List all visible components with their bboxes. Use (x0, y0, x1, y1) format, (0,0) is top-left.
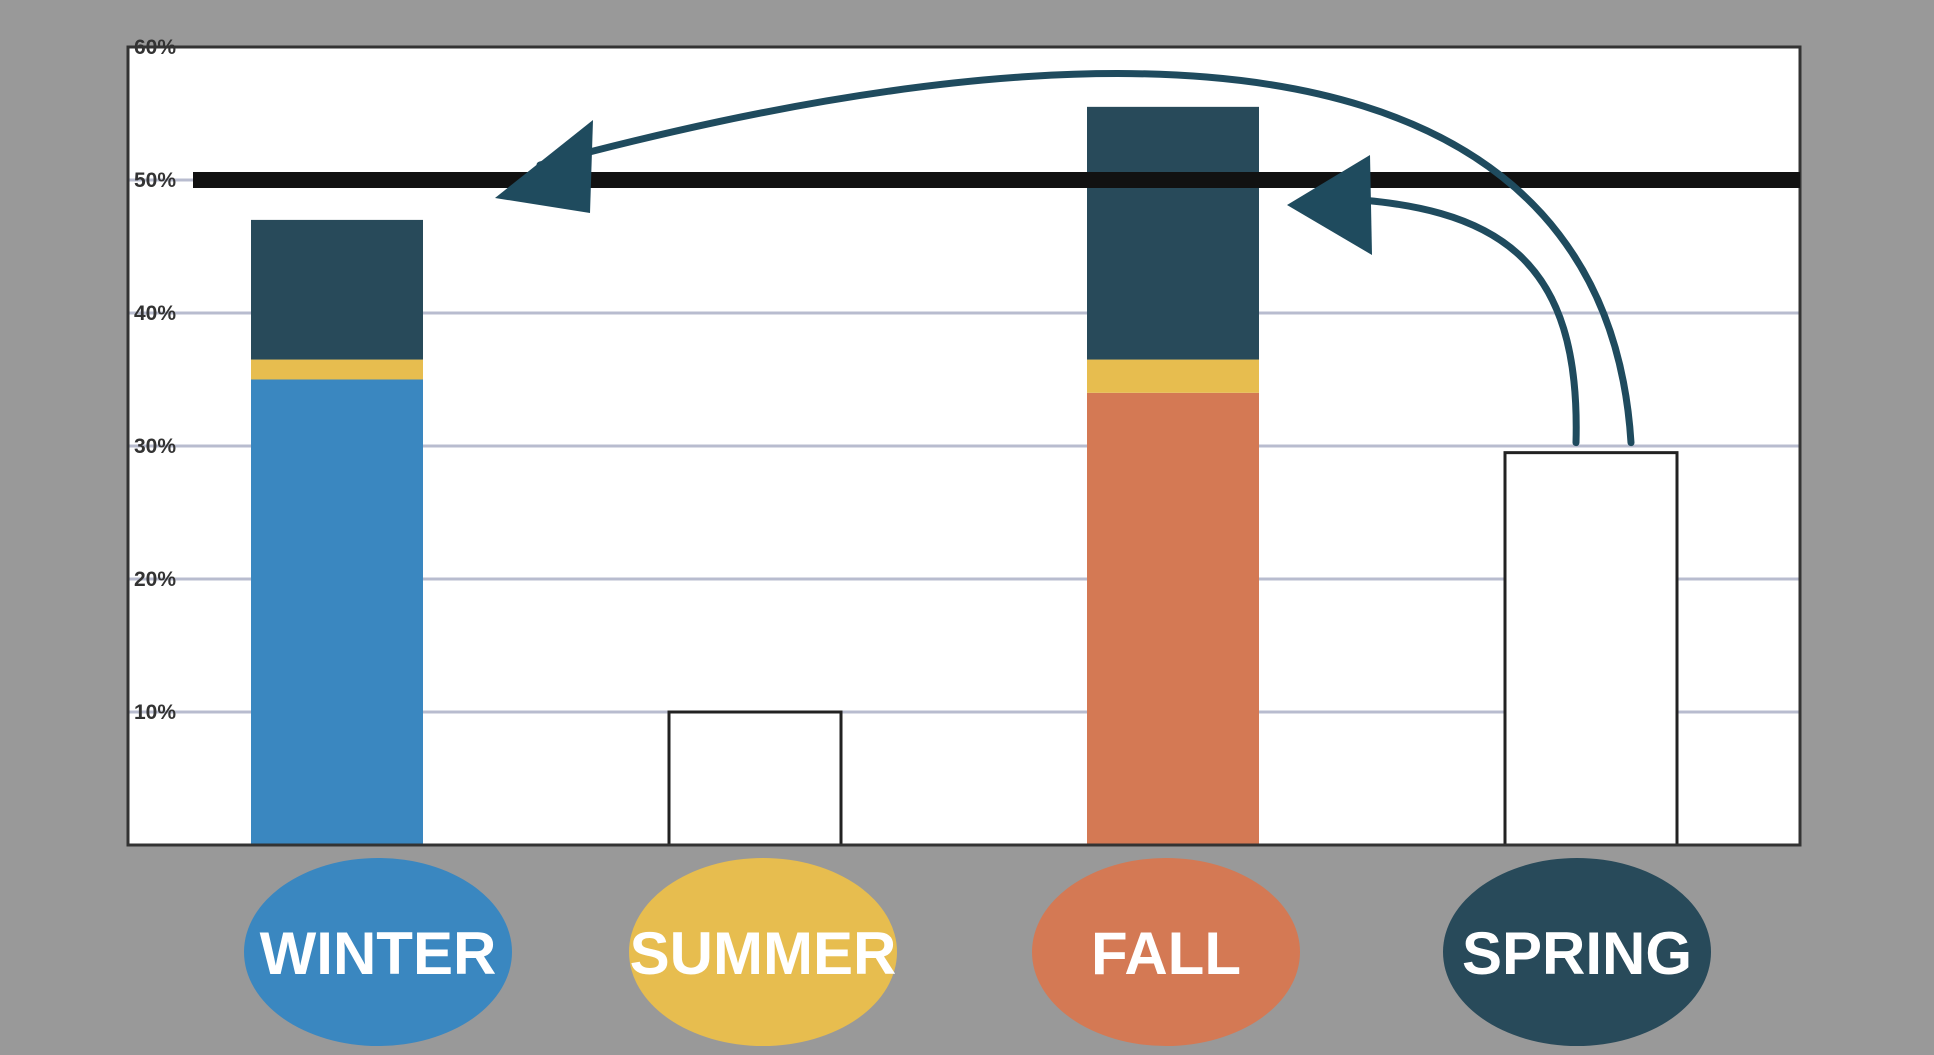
bar-summer (667, 710, 843, 847)
category-label-summer: SUMMER (629, 858, 897, 1046)
bar-segment-spring (1087, 106, 1259, 360)
arrow-spring-to-winter-head (495, 120, 593, 213)
category-ellipse (244, 858, 512, 1046)
category-ellipse (1443, 858, 1711, 1046)
arrow-spring-to-winter-shaft (536, 70, 1635, 447)
category-labels: WINTER SUMMER FALL SPRING (244, 858, 1711, 1046)
bar-segment-spring (251, 219, 423, 360)
arrows (495, 70, 1635, 447)
bar-winter (251, 219, 423, 845)
arrow-spring-to-fall-shaft (1326, 194, 1580, 447)
category-label-text: SPRING (1462, 920, 1692, 987)
y-tick-label: 10% (134, 701, 176, 724)
bar-segment-summer (1087, 359, 1259, 393)
category-ellipse (1032, 858, 1300, 1046)
category-label-text: SUMMER (630, 920, 897, 987)
y-tick-label: 30% (134, 435, 176, 458)
bar-segment-outline (1503, 451, 1679, 847)
bar-segment-fall (1087, 392, 1259, 845)
y-tick-label: 50% (134, 169, 176, 192)
bar-segment-outline (667, 710, 843, 847)
bar-segment-winter (251, 379, 423, 845)
bar-spring (1503, 451, 1679, 847)
y-tick-label: 40% (134, 302, 176, 325)
category-label-fall: FALL (1032, 858, 1300, 1046)
bars (251, 106, 1679, 847)
category-label-spring: SPRING (1443, 858, 1711, 1046)
category-label-text: WINTER (260, 920, 497, 987)
plot-frame (126, 45, 1802, 847)
arrow-spring-to-fall (1287, 155, 1580, 447)
bar-segment-summer (251, 359, 423, 380)
y-tick-label: 20% (134, 568, 176, 591)
category-label-winter: WINTER (244, 858, 512, 1046)
category-ellipse (629, 858, 897, 1046)
arrow-spring-to-fall-head (1287, 155, 1372, 255)
bar-fall (1087, 106, 1259, 845)
category-label-text: FALL (1091, 920, 1241, 987)
arrow-spring-to-winter (495, 70, 1635, 447)
